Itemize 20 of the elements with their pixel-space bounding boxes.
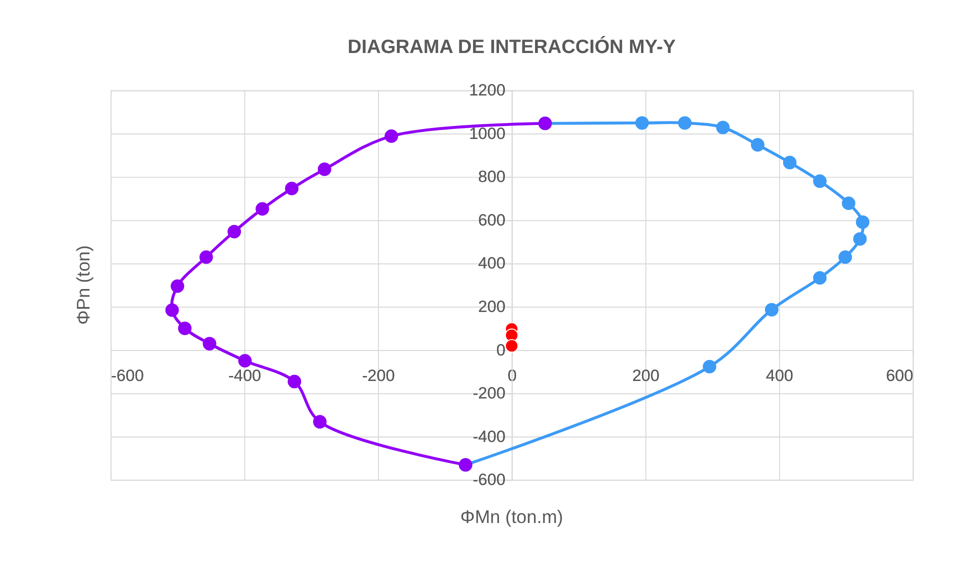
x-tick-label: -200 — [362, 367, 395, 386]
x-tick-label: 600 — [886, 367, 914, 386]
y-tick-label: 0 — [496, 341, 506, 360]
x-tick-label: 200 — [632, 367, 660, 386]
x-tick-label: -600 — [111, 367, 144, 386]
y-tick-label: 200 — [478, 298, 506, 316]
y-tick-label: 1200 — [469, 82, 506, 100]
chart-title: DIAGRAMA DE INTERACCIÓN MY-Y — [348, 34, 676, 58]
x-tick-label: 400 — [766, 367, 794, 386]
y-tick-label: -200 — [472, 384, 506, 403]
x-tick-label: 0 — [508, 367, 517, 386]
y-tick-label: 400 — [478, 254, 506, 273]
y-tick-label: -600 — [472, 471, 506, 490]
y-tick-label: 600 — [478, 211, 506, 230]
y-axis-title: ΦPn (ton) — [72, 245, 94, 325]
y-tick-label: 800 — [478, 168, 506, 186]
x-axis-title: ΦMn (ton.m) — [460, 506, 564, 528]
y-tick-label: -400 — [472, 428, 506, 446]
y-tick-label: 1000 — [469, 124, 506, 143]
x-tick-label: -400 — [228, 367, 262, 386]
